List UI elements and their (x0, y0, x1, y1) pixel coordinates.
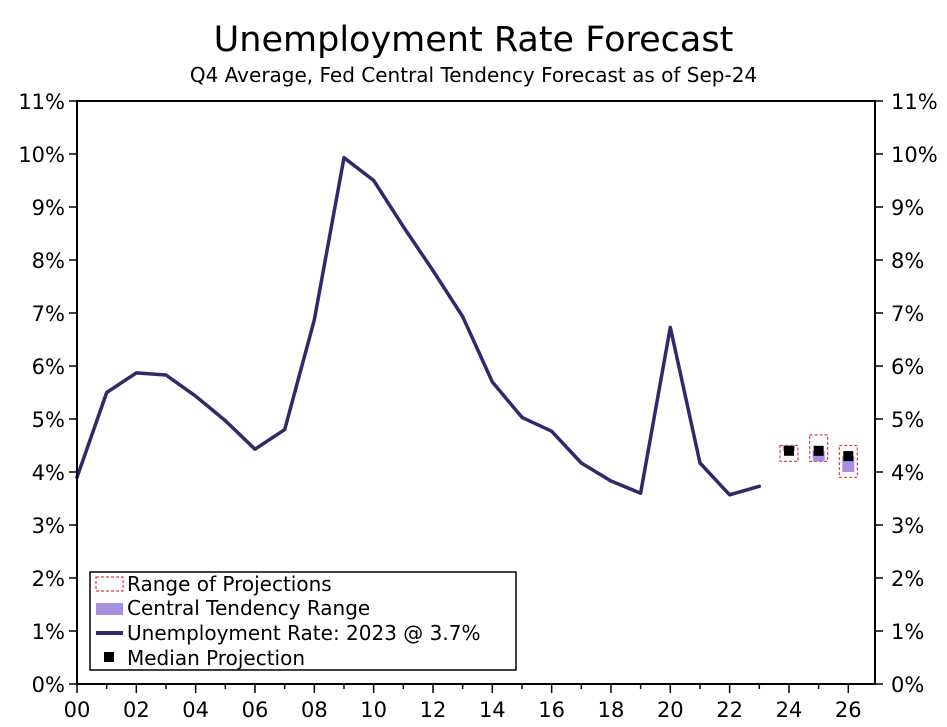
y-tick-label-right: 8% (891, 249, 924, 273)
median-marker (783, 445, 794, 456)
median-marker (843, 451, 854, 462)
y-tick-label-left: 8% (32, 249, 65, 273)
x-tick-label: 00 (64, 698, 91, 722)
central-tendency-bar (812, 450, 825, 462)
y-tick-label-left: 10% (18, 143, 65, 167)
y-tick-label-right: 10% (891, 143, 938, 167)
y-tick-label-right: 9% (891, 196, 924, 220)
x-tick-label: 10 (360, 698, 387, 722)
y-tick-label-left: 1% (32, 620, 65, 644)
unemployment-rate-line (75, 155, 762, 497)
y-tick-label-left: 5% (32, 408, 65, 432)
y-tick-label-right: 7% (891, 302, 924, 326)
y-tick-label-right: 6% (891, 355, 924, 379)
y-tick-label-left: 11% (18, 90, 65, 114)
y-tick-label-right: 1% (891, 620, 924, 644)
x-tick-label: 18 (598, 698, 625, 722)
legend-range-swatch (95, 576, 124, 592)
legend-line-label: Unemployment Rate: 2023 @ 3.7% (127, 621, 480, 645)
plot-frame (76, 100, 876, 685)
x-tick-label: 14 (479, 698, 506, 722)
y-tick-label-left: 0% (32, 673, 65, 697)
x-tick-label: 20 (657, 698, 684, 722)
x-tick-label: 12 (420, 698, 447, 722)
x-tick-label: 26 (835, 698, 862, 722)
legend: Range of Projections Central Tendency Ra… (89, 571, 517, 671)
legend-central-label: Central Tendency Range (127, 596, 370, 620)
y-tick-label-left: 4% (32, 461, 65, 485)
x-tick-label: 16 (538, 698, 565, 722)
x-tick-label: 22 (716, 698, 743, 722)
legend-median-swatch (104, 652, 114, 662)
legend-range-label: Range of Projections (127, 572, 332, 596)
x-tick-label: 04 (182, 698, 209, 722)
legend-median-label: Median Projection (127, 646, 305, 670)
y-tick-label-right: 5% (891, 408, 924, 432)
y-tick-label-right: 11% (891, 90, 938, 114)
y-tick-label-right: 2% (891, 567, 924, 591)
x-tick-label: 24 (776, 698, 803, 722)
chart-subtitle: Q4 Average, Fed Central Tendency Forecas… (189, 63, 758, 87)
y-tick-label-left: 6% (32, 355, 65, 379)
y-tick-label-left: 2% (32, 567, 65, 591)
x-tick-label: 08 (301, 698, 328, 722)
median-marker (813, 445, 824, 456)
y-tick-label-left: 3% (32, 514, 65, 538)
y-tick-label-right: 0% (891, 673, 924, 697)
projection-range-box (779, 444, 799, 462)
x-tick-label: 02 (123, 698, 150, 722)
y-tick-label-right: 3% (891, 514, 924, 538)
chart-title: Unemployment Rate Forecast (213, 20, 734, 60)
y-tick-label-right: 4% (891, 461, 924, 485)
y-tick-label-left: 9% (32, 196, 65, 220)
y-tick-label-left: 7% (32, 302, 65, 326)
x-tick-label: 06 (242, 698, 269, 722)
legend-box (89, 571, 517, 671)
legend-central-swatch (96, 603, 123, 615)
projection-range-box (809, 434, 829, 462)
